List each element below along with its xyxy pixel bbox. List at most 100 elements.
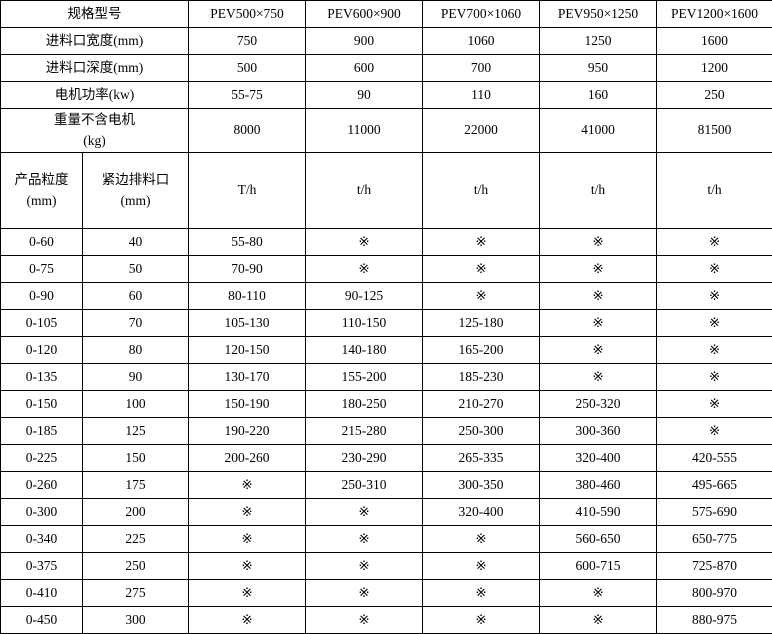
capacity-cell: 410-590 [539, 498, 657, 526]
unit-cell: t/h [656, 152, 772, 229]
spec-value-cell: 8000 [188, 108, 306, 153]
capacity-cell: 215-280 [305, 417, 423, 445]
capacity-row: 0-300 200 ※ ※ 320-400 410-590 575-690 [0, 498, 772, 526]
spec-value-cell: 160 [539, 81, 657, 109]
capacity-cell: 210-270 [422, 390, 540, 418]
capacity-cell: 320-400 [422, 498, 540, 526]
capacity-cell: ※ [656, 282, 772, 310]
capacity-cell: ※ [305, 228, 423, 256]
capacity-cell: ※ [539, 282, 657, 310]
spec-value-cell: 250 [656, 81, 772, 109]
capacity-cell: 150-190 [188, 390, 306, 418]
product-size-cell: 0-105 [0, 309, 83, 337]
product-size-cell: 0-185 [0, 417, 83, 445]
capacity-cell: ※ [539, 255, 657, 283]
capacity-cell: ※ [422, 552, 540, 580]
capacity-row: 0-135 90 130-170 155-200 185-230 ※ ※ [0, 363, 772, 391]
spec-value-cell: 950 [539, 54, 657, 82]
spec-value-cell: 22000 [422, 108, 540, 153]
weight-label-line1: 重量不含电机 [54, 112, 135, 128]
discharge-opening-cell: 200 [82, 498, 189, 526]
capacity-cell: 800-970 [656, 579, 772, 607]
discharge-opening-header: 紧边排料口 (mm) [82, 152, 189, 229]
unit-cell: T/h [188, 152, 306, 229]
model-cell: PEV950×1250 [539, 0, 657, 28]
capacity-row: 0-105 70 105-130 110-150 125-180 ※ ※ [0, 309, 772, 337]
capacity-row: 0-90 60 80-110 90-125 ※ ※ ※ [0, 282, 772, 310]
spec-value-cell: 750 [188, 27, 306, 55]
capacity-row: 0-75 50 70-90 ※ ※ ※ ※ [0, 255, 772, 283]
capacity-row: 0-260 175 ※ 250-310 300-350 380-460 495-… [0, 471, 772, 499]
capacity-cell: 250-320 [539, 390, 657, 418]
capacity-cell: ※ [422, 606, 540, 634]
capacity-row: 0-150 100 150-190 180-250 210-270 250-32… [0, 390, 772, 418]
capacity-cell: ※ [656, 390, 772, 418]
discharge-opening-cell: 275 [82, 579, 189, 607]
spec-value-cell: 110 [422, 81, 540, 109]
capacity-cell: ※ [305, 498, 423, 526]
discharge-opening-cell: 100 [82, 390, 189, 418]
discharge-opening-header-line1: 紧边排料口 [101, 172, 170, 188]
product-size-header: 产品粒度 (mm) [0, 152, 83, 229]
capacity-cell: ※ [422, 228, 540, 256]
capacity-cell: ※ [539, 228, 657, 256]
spec-value-cell: 600 [305, 54, 423, 82]
product-size-cell: 0-150 [0, 390, 83, 418]
product-size-cell: 0-75 [0, 255, 83, 283]
capacity-cell: 190-220 [188, 417, 306, 445]
capacity-cell: ※ [656, 336, 772, 364]
spec-value-cell: 90 [305, 81, 423, 109]
product-size-cell: 0-260 [0, 471, 83, 499]
capacity-cell: 265-335 [422, 444, 540, 472]
capacity-cell: 250-310 [305, 471, 423, 499]
feed-depth-label: 进料口深度(mm) [0, 54, 189, 82]
spec-value-cell: 900 [305, 27, 423, 55]
capacity-cell: 110-150 [305, 309, 423, 337]
capacity-cell: ※ [188, 606, 306, 634]
discharge-opening-cell: 300 [82, 606, 189, 634]
capacity-cell: ※ [188, 525, 306, 553]
capacity-cell: 300-350 [422, 471, 540, 499]
product-size-cell: 0-410 [0, 579, 83, 607]
model-cell: PEV1200×1600 [656, 0, 772, 28]
capacity-row: 0-120 80 120-150 140-180 165-200 ※ ※ [0, 336, 772, 364]
capacity-cell: ※ [422, 525, 540, 553]
product-size-header-line1: 产品粒度 [14, 172, 69, 188]
capacity-cell: 155-200 [305, 363, 423, 391]
capacity-row: 0-375 250 ※ ※ ※ 600-715 725-870 [0, 552, 772, 580]
capacity-cell: ※ [188, 579, 306, 607]
capacity-header-row: 产品粒度 (mm) 紧边排料口 (mm) T/h t/h t/h t/h t/h [0, 152, 772, 229]
capacity-cell: ※ [539, 363, 657, 391]
product-size-cell: 0-135 [0, 363, 83, 391]
product-size-cell: 0-300 [0, 498, 83, 526]
capacity-cell: 725-870 [656, 552, 772, 580]
weight-row: 重量不含电机 (kg) 8000 11000 22000 41000 81500 [0, 108, 772, 153]
product-size-cell: 0-375 [0, 552, 83, 580]
capacity-cell: ※ [656, 228, 772, 256]
spec-value-cell: 1250 [539, 27, 657, 55]
model-header-row: 规格型号 PEV500×750 PEV600×900 PEV700×1060 P… [0, 0, 772, 28]
product-size-header-line2: (mm) [26, 192, 57, 208]
capacity-cell: 880-975 [656, 606, 772, 634]
capacity-cell: ※ [305, 579, 423, 607]
model-cell: PEV600×900 [305, 0, 423, 28]
product-size-cell: 0-60 [0, 228, 83, 256]
spec-value-cell: 1060 [422, 27, 540, 55]
capacity-cell: 300-360 [539, 417, 657, 445]
spec-model-label: 规格型号 [0, 0, 189, 28]
discharge-opening-cell: 90 [82, 363, 189, 391]
discharge-opening-header-line2: (mm) [120, 192, 151, 208]
capacity-cell: 200-260 [188, 444, 306, 472]
motor-power-label: 电机功率(kw) [0, 81, 189, 109]
capacity-cell: 650-775 [656, 525, 772, 553]
discharge-opening-cell: 250 [82, 552, 189, 580]
capacity-cell: ※ [188, 552, 306, 580]
capacity-cell: 55-80 [188, 228, 306, 256]
discharge-opening-cell: 175 [82, 471, 189, 499]
product-size-cell: 0-120 [0, 336, 83, 364]
weight-label-line2: (kg) [83, 132, 106, 148]
capacity-row: 0-185 125 190-220 215-280 250-300 300-36… [0, 417, 772, 445]
capacity-cell: 130-170 [188, 363, 306, 391]
spec-value-cell: 11000 [305, 108, 423, 153]
